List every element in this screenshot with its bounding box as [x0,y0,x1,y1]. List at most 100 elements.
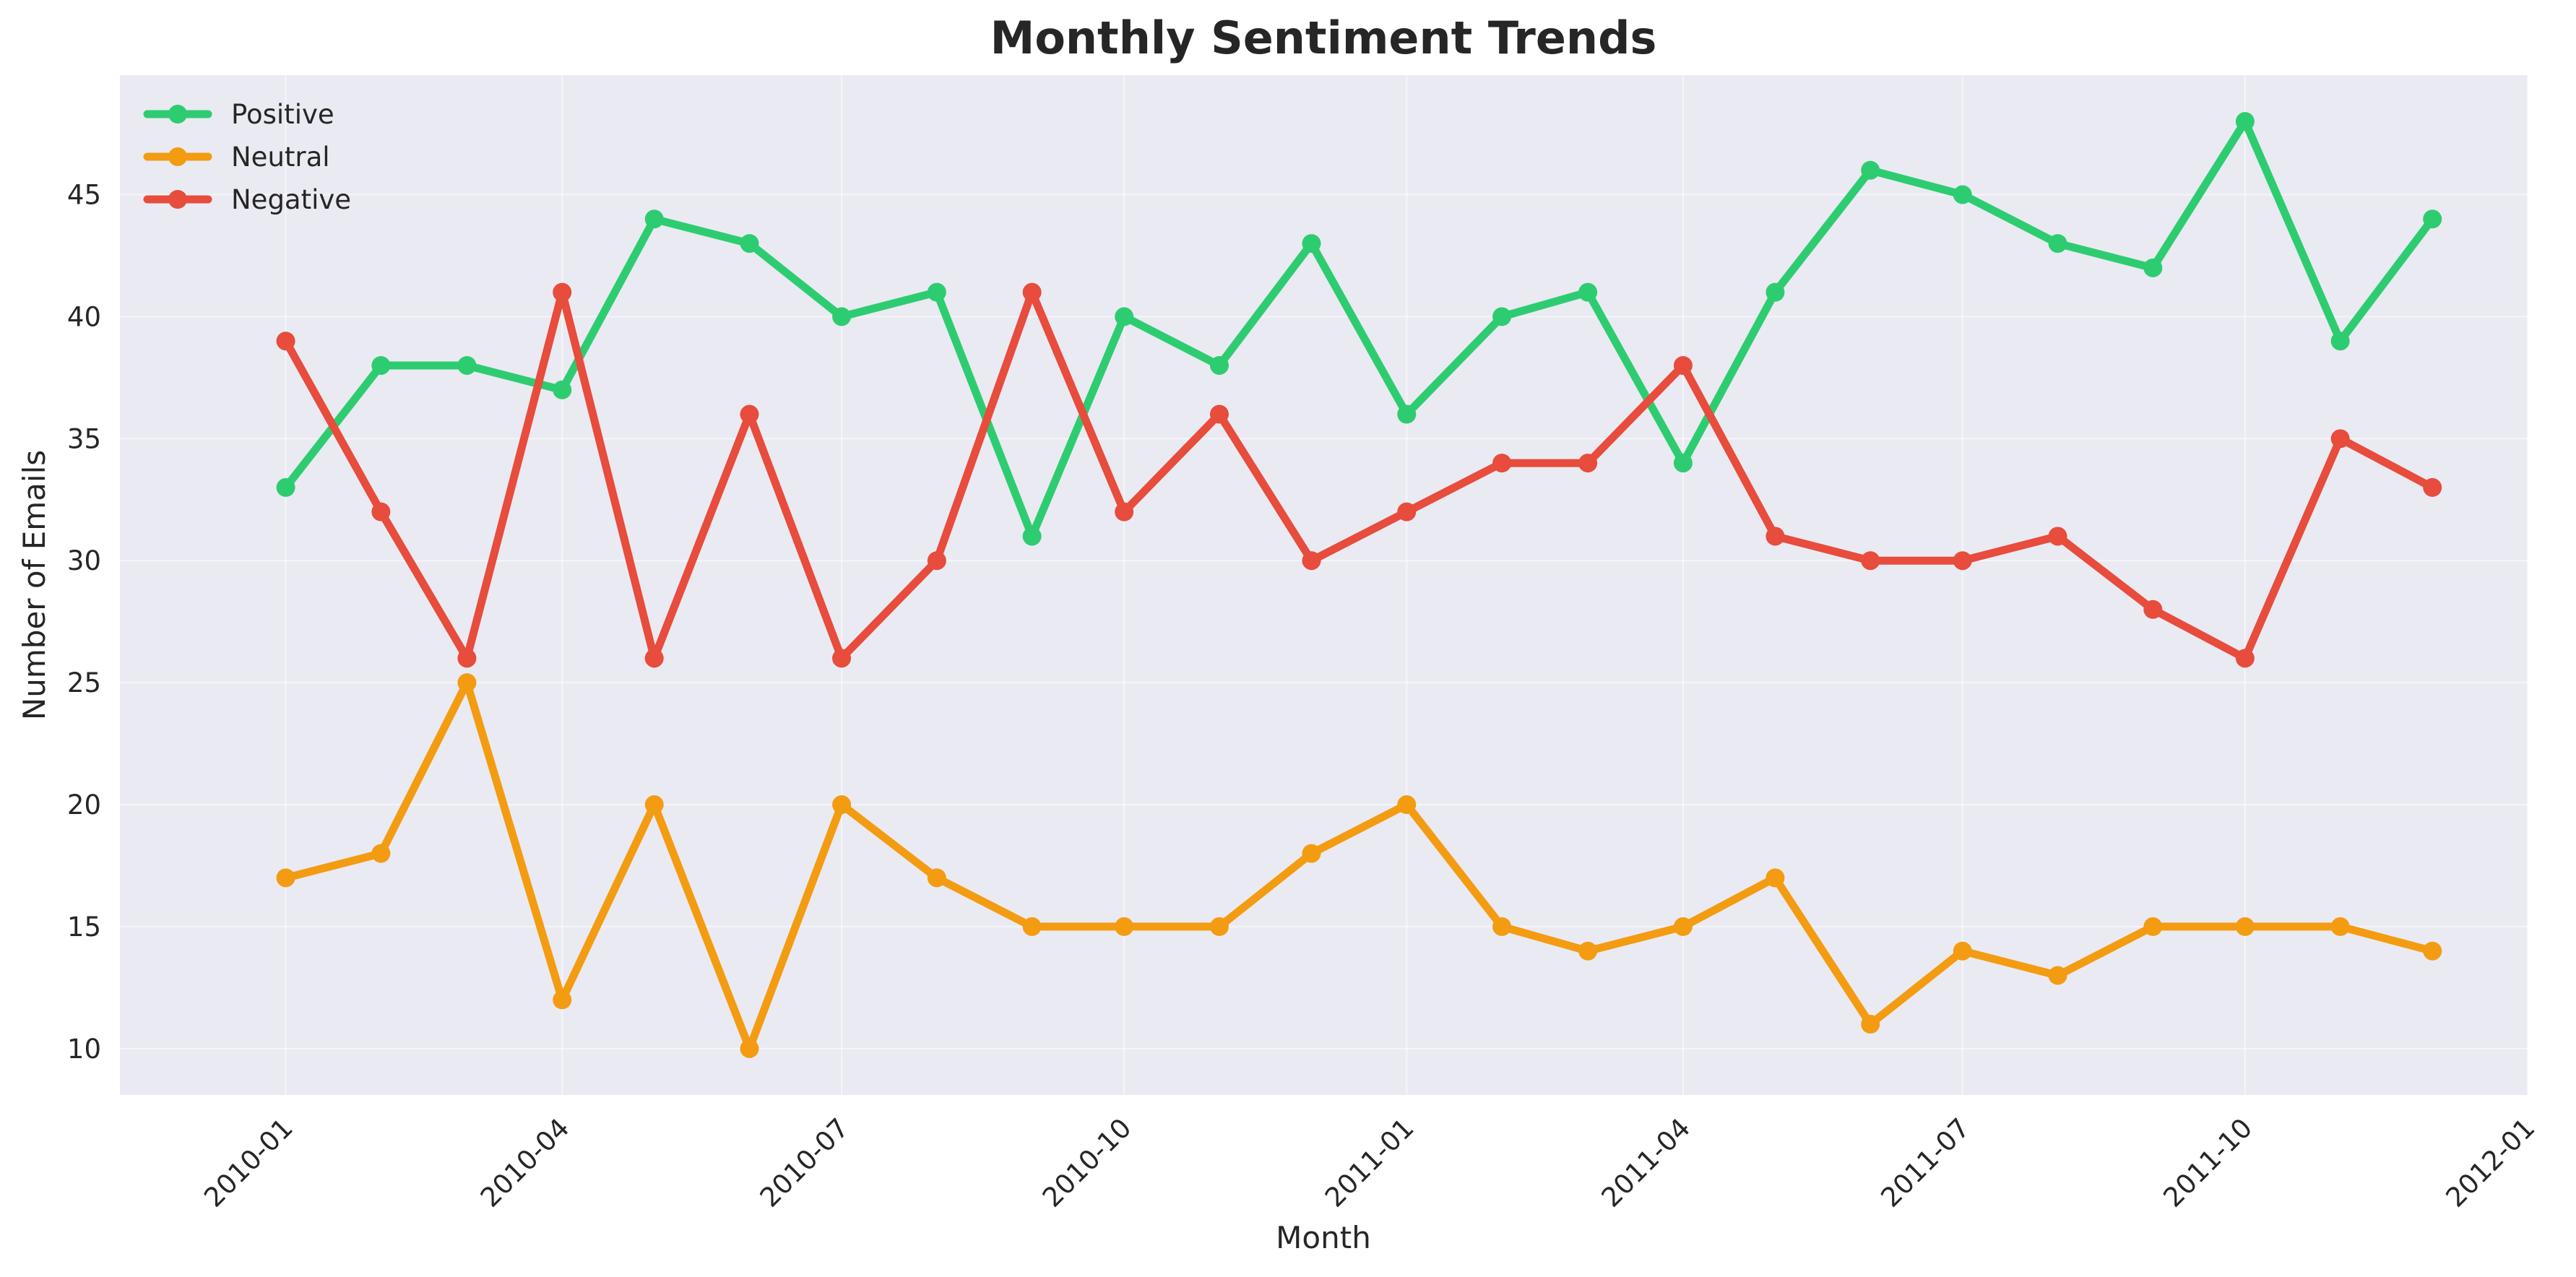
data-point [1115,917,1134,936]
legend: Positive Neutral Negative [143,99,351,215]
y-tick-label: 45 [67,180,101,211]
data-point [2330,429,2350,449]
series-line [282,117,2437,540]
data-point [2423,941,2442,961]
legend-item-neutral: Neutral [143,142,330,173]
data-point [1765,868,1785,888]
data-point [740,404,759,424]
data-point [740,234,759,254]
data-point [553,990,572,1010]
series-line [282,288,2437,662]
data-point [1861,1015,1880,1034]
data-point [2235,112,2255,131]
legend-swatch-marker [168,105,187,124]
data-point [1953,941,1972,961]
data-point [1397,502,1417,521]
data-point [553,380,572,399]
data-point [1953,185,1972,204]
data-point [2143,917,2163,936]
data-point [276,477,295,497]
y-tick-label: 20 [67,789,101,821]
data-point [1022,527,1042,546]
x-axis-label: Month [1276,1220,1371,1255]
data-point [1397,795,1417,815]
data-point [644,209,664,229]
data-point [2423,477,2442,497]
data-point [2235,649,2255,668]
data-point [1953,551,1972,571]
data-point [1022,917,1042,936]
series-negative [276,282,2442,668]
data-point [1302,551,1321,571]
data-point [1861,551,1880,571]
x-tick-label: 2010-01 [198,1112,299,1213]
data-point [1492,454,1512,473]
data-point [1673,454,1693,473]
series-line [282,678,2437,1053]
data-point [553,282,572,302]
x-tick-label: 2012-01 [2440,1112,2541,1213]
y-tick-label: 40 [67,301,101,332]
legend-swatch-marker [168,190,187,209]
data-point [371,502,391,521]
legend-label: Positive [231,99,334,130]
data-point [832,649,852,668]
data-point [1861,160,1880,180]
data-point [1765,282,1785,302]
data-point [927,868,946,888]
y-tick-label: 30 [67,545,101,576]
x-tick-label: 2010-10 [1037,1112,1138,1213]
data-point [2143,599,2163,619]
y-tick-label: 15 [67,912,101,943]
data-point [1765,527,1785,546]
x-tick-label: 2011-07 [1875,1112,1976,1213]
data-point [2423,209,2442,229]
series-lines [276,112,2442,1058]
legend-item-positive: Positive [143,99,334,130]
data-point [1492,917,1512,936]
data-point [740,1039,759,1058]
data-point [644,795,664,815]
x-tick-label: 2010-07 [754,1112,855,1213]
x-tick-label: 2011-01 [1319,1112,1420,1213]
data-point [927,551,946,571]
x-tick-label: 2011-10 [2158,1112,2259,1213]
data-point [2048,527,2067,546]
data-point [2235,917,2255,936]
y-tick-label: 10 [67,1034,101,1065]
chart-title: Monthly Sentiment Trends [990,12,1657,64]
x-tick-label: 2010-04 [475,1112,576,1213]
data-point [276,868,295,888]
y-axis-label: Number of Emails [17,450,52,720]
data-point [371,355,391,375]
data-point [1022,282,1042,302]
data-point [2330,917,2350,936]
legend-label: Negative [231,184,351,215]
data-point [1115,307,1134,326]
data-point [1209,917,1229,936]
data-point [1673,917,1693,936]
data-point [2143,258,2163,277]
series-neutral [276,673,2442,1058]
data-point [1492,307,1512,326]
data-point [2330,332,2350,351]
y-tick-label: 25 [67,667,101,698]
data-point [371,844,391,863]
data-point [1578,941,1598,961]
data-point [832,795,852,815]
data-point [1578,282,1598,302]
x-tick-label: 2011-04 [1596,1112,1697,1213]
data-point [2048,234,2067,254]
data-point [2048,966,2067,985]
data-point [832,307,852,326]
data-point [1302,234,1321,254]
legend-swatch-marker [168,147,187,166]
data-point [457,673,477,693]
plot-background [120,75,2528,1095]
data-point [927,282,946,302]
data-point [1209,355,1229,375]
legend-item-negative: Negative [143,184,351,215]
data-point [1673,355,1693,375]
data-point [276,332,295,351]
